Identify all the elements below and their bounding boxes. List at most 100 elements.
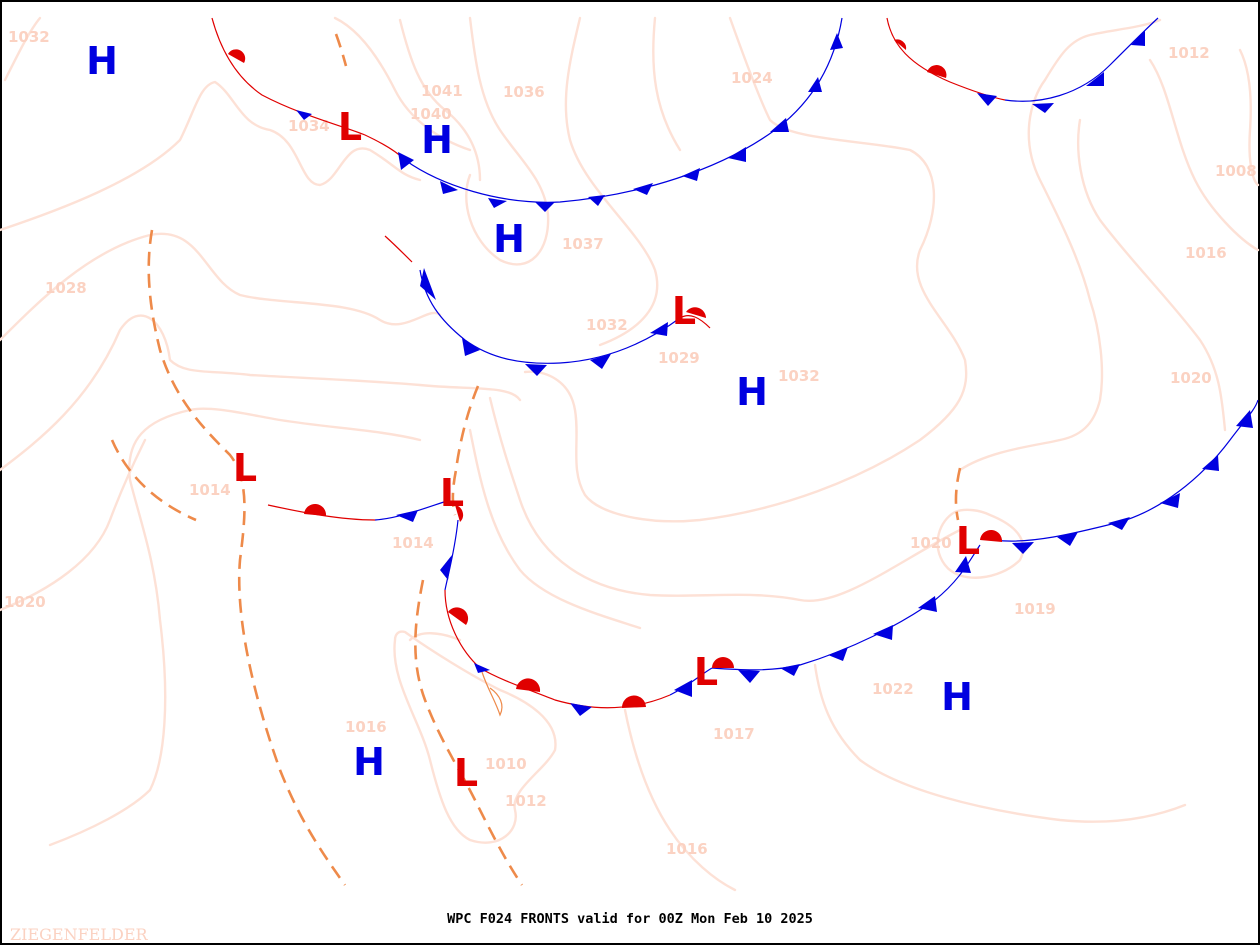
- low-pressure-center: L: [672, 289, 696, 333]
- high-pressure-center: H: [86, 39, 118, 83]
- cold-front-barb: [488, 198, 507, 208]
- isobar-label: 1037: [562, 235, 604, 253]
- isobar: [0, 80, 422, 232]
- trough-line: [334, 33, 348, 67]
- cold-front-barb: [296, 110, 312, 120]
- isobar: [488, 396, 962, 603]
- cold-front-barb: [808, 77, 822, 92]
- isobar: [564, 16, 659, 347]
- cold-front-barb: [728, 147, 746, 162]
- isobar-label: 1022: [872, 680, 914, 698]
- cold-front-barb: [770, 118, 789, 132]
- low-pressure-center: L: [440, 471, 464, 515]
- isobar-label: 1016: [345, 718, 387, 736]
- isobar-label: 1034: [288, 117, 330, 135]
- cold-front-barb: [830, 33, 843, 50]
- isobar-label: 1020: [910, 534, 952, 552]
- cold-front-barb: [780, 664, 800, 676]
- cold-front-barb: [535, 202, 555, 212]
- cold-front-barb: [977, 93, 997, 106]
- isobar-label: 1017: [713, 725, 755, 743]
- cold-front-barb: [674, 680, 692, 697]
- isobar-label: 1029: [658, 349, 700, 367]
- low-pressure-center: L: [454, 751, 478, 795]
- isobar-labels: 1032 1034 1041 1040 1036 1024 1012 1008 …: [4, 28, 1257, 858]
- isobars: [0, 16, 1260, 892]
- cold-front-barb: [398, 152, 414, 170]
- isobar: [408, 632, 462, 642]
- warm-front-bump: [228, 49, 246, 63]
- cold-front-barb: [633, 183, 653, 195]
- cold-front-barb: [1086, 72, 1104, 86]
- high-pressure-center: H: [736, 370, 768, 414]
- pressure-centers: H H H H H H L L L L L L L: [86, 39, 980, 795]
- warm-front: [444, 589, 671, 709]
- warm-front-bump: [894, 39, 907, 50]
- isobar: [813, 663, 1187, 823]
- isobar: [523, 16, 968, 523]
- cold-front-barb: [1236, 410, 1253, 428]
- cold-front-barb: [1012, 542, 1034, 554]
- isobar-label: 1040: [410, 105, 452, 123]
- isobar: [393, 630, 557, 844]
- cold-front-barb: [462, 338, 480, 356]
- warm-front-bump: [927, 65, 947, 78]
- isobar-label: 1019: [1014, 600, 1056, 618]
- isobar: [1148, 58, 1260, 252]
- isobar-label: 1041: [421, 82, 463, 100]
- cold-front-barb: [955, 556, 971, 573]
- cold-front-barb: [1202, 455, 1219, 471]
- isobar: [465, 16, 550, 266]
- cold-front-barb: [873, 625, 893, 640]
- isobar: [3, 16, 42, 82]
- high-pressure-center: H: [941, 675, 973, 719]
- isobar: [652, 16, 682, 152]
- high-pressure-center: H: [353, 740, 385, 784]
- isobar-label: 1024: [731, 69, 773, 87]
- warm-front: [384, 235, 413, 263]
- isobar: [0, 438, 147, 612]
- trough-line: [451, 385, 480, 516]
- cold-front-barb: [1057, 532, 1078, 546]
- cold-front-barb: [420, 268, 436, 300]
- isobar-label: 1008: [1215, 162, 1257, 180]
- isobar: [48, 407, 422, 847]
- warm-front-bump: [980, 529, 1003, 542]
- cold-front: [1004, 17, 1159, 102]
- cold-front: [711, 544, 981, 671]
- low-pressure-center: L: [338, 105, 362, 149]
- warm-front: [679, 315, 711, 329]
- cold-front-barb: [828, 647, 848, 661]
- warm-front-bump: [712, 657, 734, 668]
- cold-front-barb: [440, 181, 458, 194]
- isobar-label: 1020: [1170, 369, 1212, 387]
- trough-line: [110, 439, 197, 522]
- warm-front-bump: [621, 695, 646, 708]
- cold-front-barb: [1131, 30, 1145, 46]
- cold-front: [419, 269, 681, 364]
- isobar-label: 1032: [8, 28, 50, 46]
- cold-front-barb: [738, 670, 760, 683]
- low-pressure-center: L: [233, 446, 257, 490]
- map-title: WPC F024 FRONTS valid for 00Z Mon Feb 10…: [447, 911, 813, 927]
- low-pressure-center: L: [956, 519, 980, 563]
- isobar-label: 1032: [586, 316, 628, 334]
- warm-front-bump: [448, 607, 469, 625]
- cold-front-barb: [588, 195, 605, 206]
- isobar-label: 1012: [505, 792, 547, 810]
- isobar-label: 1032: [778, 367, 820, 385]
- cold-front-barb: [918, 596, 937, 612]
- cold-front-barb: [1108, 517, 1130, 530]
- cold-front: [444, 519, 459, 591]
- isobar-label: 1036: [503, 83, 545, 101]
- isobar: [958, 18, 1162, 472]
- cold-front: [669, 667, 713, 696]
- trough-line: [954, 467, 962, 521]
- isobar: [0, 232, 442, 342]
- cold-front-barb: [1032, 103, 1054, 113]
- warm-front-bump: [455, 505, 464, 522]
- cold-front-barb: [396, 510, 418, 522]
- forecaster-name: ZIEGENFELDER: [10, 925, 148, 944]
